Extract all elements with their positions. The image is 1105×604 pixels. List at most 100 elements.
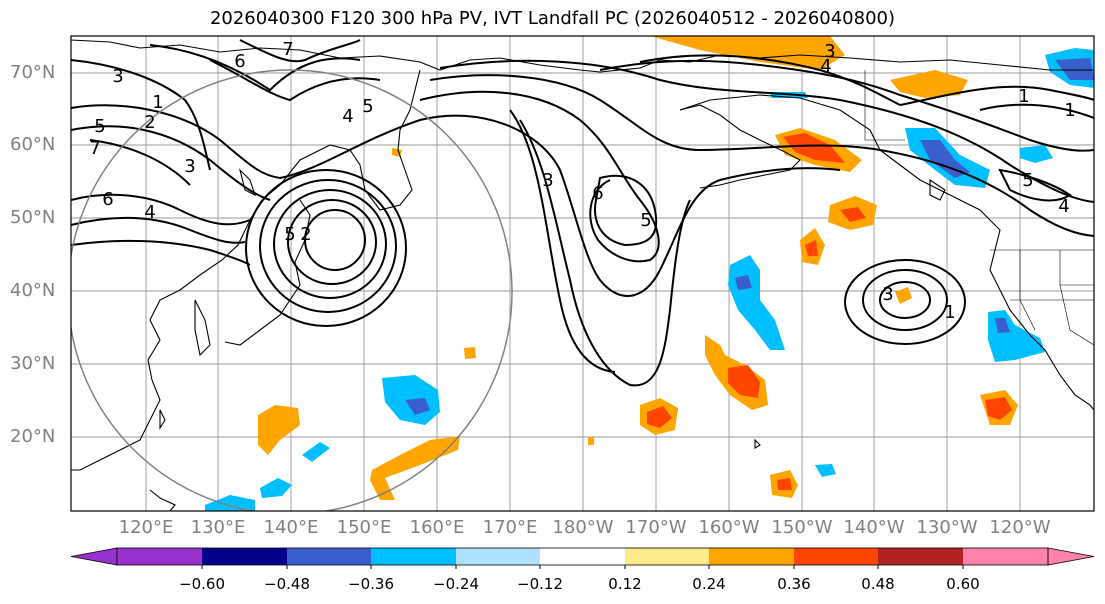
longitude-label: 150°W [771, 517, 833, 538]
colorbar-tick-label: 0.24 [692, 575, 726, 593]
colorbar-segment [625, 548, 709, 565]
contour-label: 4 [342, 106, 353, 127]
positive-anomaly [777, 478, 792, 490]
colorbar-tick-label: −0.36 [348, 575, 394, 593]
map-title: 2026040300 F120 300 hPa PV, IVT Landfall… [209, 8, 896, 29]
contour-label: 3 [882, 284, 893, 305]
colorbar-segment [287, 548, 371, 565]
contour-label: 4 [820, 56, 831, 77]
contour-label: 5 [362, 96, 373, 117]
longitude-label: 160°W [698, 517, 760, 538]
contour-label: 2 [144, 112, 155, 133]
contour-label: 1 [1064, 100, 1075, 121]
colorbar-extend-max [1047, 547, 1095, 566]
colorbar-segment [117, 548, 202, 565]
colorbar-segment [794, 548, 878, 565]
colorbar-outline [116, 547, 1049, 566]
colorbar-tick-label: −0.12 [517, 575, 563, 593]
latitude-label: 70°N [10, 62, 56, 83]
longitude-label: 160°E [409, 517, 465, 538]
positive-anomaly [647, 406, 672, 428]
contour-label: 1 [1018, 86, 1029, 107]
contour-label: 5 [284, 224, 295, 245]
contour-label: 7 [282, 39, 293, 60]
contour-label: 3 [824, 41, 835, 62]
colorbar-tick-label: −0.48 [264, 575, 310, 593]
negative-anomaly [205, 495, 255, 511]
latitude-label: 20°N [10, 426, 56, 447]
longitude-label: 150°E [336, 517, 392, 538]
distance-ring [71, 69, 513, 511]
colorbar-segment [202, 548, 287, 565]
contour-label: 1 [944, 302, 955, 323]
political-borders [864, 70, 1094, 346]
longitude-label: 170°E [482, 517, 538, 538]
positive-anomaly [258, 405, 300, 455]
positive-anomaly [805, 240, 818, 256]
positive-anomaly [464, 347, 476, 359]
positive-anomaly [783, 133, 845, 163]
colorbar [70, 547, 1095, 569]
positive-anomaly [895, 287, 912, 304]
contour-label: 1 [152, 92, 163, 113]
colorbar-segment [371, 548, 456, 565]
colorbar-tick-label: 0.36 [777, 575, 811, 593]
latitude-label: 60°N [10, 134, 56, 155]
contour-label: 3 [112, 66, 123, 87]
colorbar-tick-label: 0.12 [608, 575, 642, 593]
longitude-label: 170°W [625, 517, 687, 538]
positive-anomaly [650, 36, 845, 70]
contour-label: 7 [89, 138, 100, 159]
negative-anomaly [260, 478, 292, 498]
latitude-label: 40°N [10, 280, 56, 301]
negative-anomaly [995, 318, 1010, 333]
positive-anomaly [840, 207, 866, 222]
ivt-anomaly-fills [205, 36, 1094, 511]
positive-anomaly [985, 397, 1012, 420]
contour-label: 5 [640, 210, 651, 231]
longitude-label: 140°W [843, 517, 905, 538]
contour-label: 4 [144, 202, 155, 223]
negative-anomaly [405, 398, 430, 415]
negative-anomaly [815, 464, 836, 477]
longitude-label: 120°W [989, 517, 1051, 538]
colorbar-tick-label: 0.60 [946, 575, 980, 593]
colorbar-extend-min [70, 547, 118, 566]
pv-contours [71, 39, 1094, 387]
contour-label: 2 [300, 224, 311, 245]
negative-anomaly [1020, 145, 1053, 163]
longitude-label: 120°E [118, 517, 174, 538]
contour-label: 5 [94, 116, 105, 137]
positive-anomaly [728, 365, 760, 398]
contour-label: 6 [592, 183, 603, 204]
colorbar-tick-label: 0.48 [861, 575, 895, 593]
longitude-label: 130°E [190, 517, 246, 538]
longitude-label: 130°W [916, 517, 978, 538]
contour-label: 5 [1022, 170, 1033, 191]
longitude-label: 140°E [263, 517, 319, 538]
colorbar-segment [540, 548, 625, 565]
colorbar-segment [709, 548, 794, 565]
negative-anomaly [302, 442, 330, 462]
contour-label: 4 [1058, 196, 1069, 217]
graticule [71, 36, 1094, 511]
latitude-label: 30°N [10, 353, 56, 374]
colorbar-tick-label: −0.24 [433, 575, 479, 593]
negative-anomaly [920, 140, 970, 178]
colorbar-tick-label: −0.60 [179, 575, 225, 593]
colorbar-segment [963, 548, 1048, 565]
contour-label: 3 [542, 170, 553, 191]
colorbar-segment [456, 548, 540, 565]
colorbar-segment [878, 548, 963, 565]
map-frame [70, 35, 1095, 512]
contour-label: 6 [102, 189, 113, 210]
positive-anomaly [588, 437, 594, 445]
negative-anomaly [1055, 58, 1094, 80]
contour-label: 3 [184, 156, 195, 177]
negative-anomaly [735, 275, 752, 290]
positive-anomaly [890, 70, 968, 98]
contour-label: 6 [234, 51, 245, 72]
latitude-label: 50°N [10, 207, 56, 228]
